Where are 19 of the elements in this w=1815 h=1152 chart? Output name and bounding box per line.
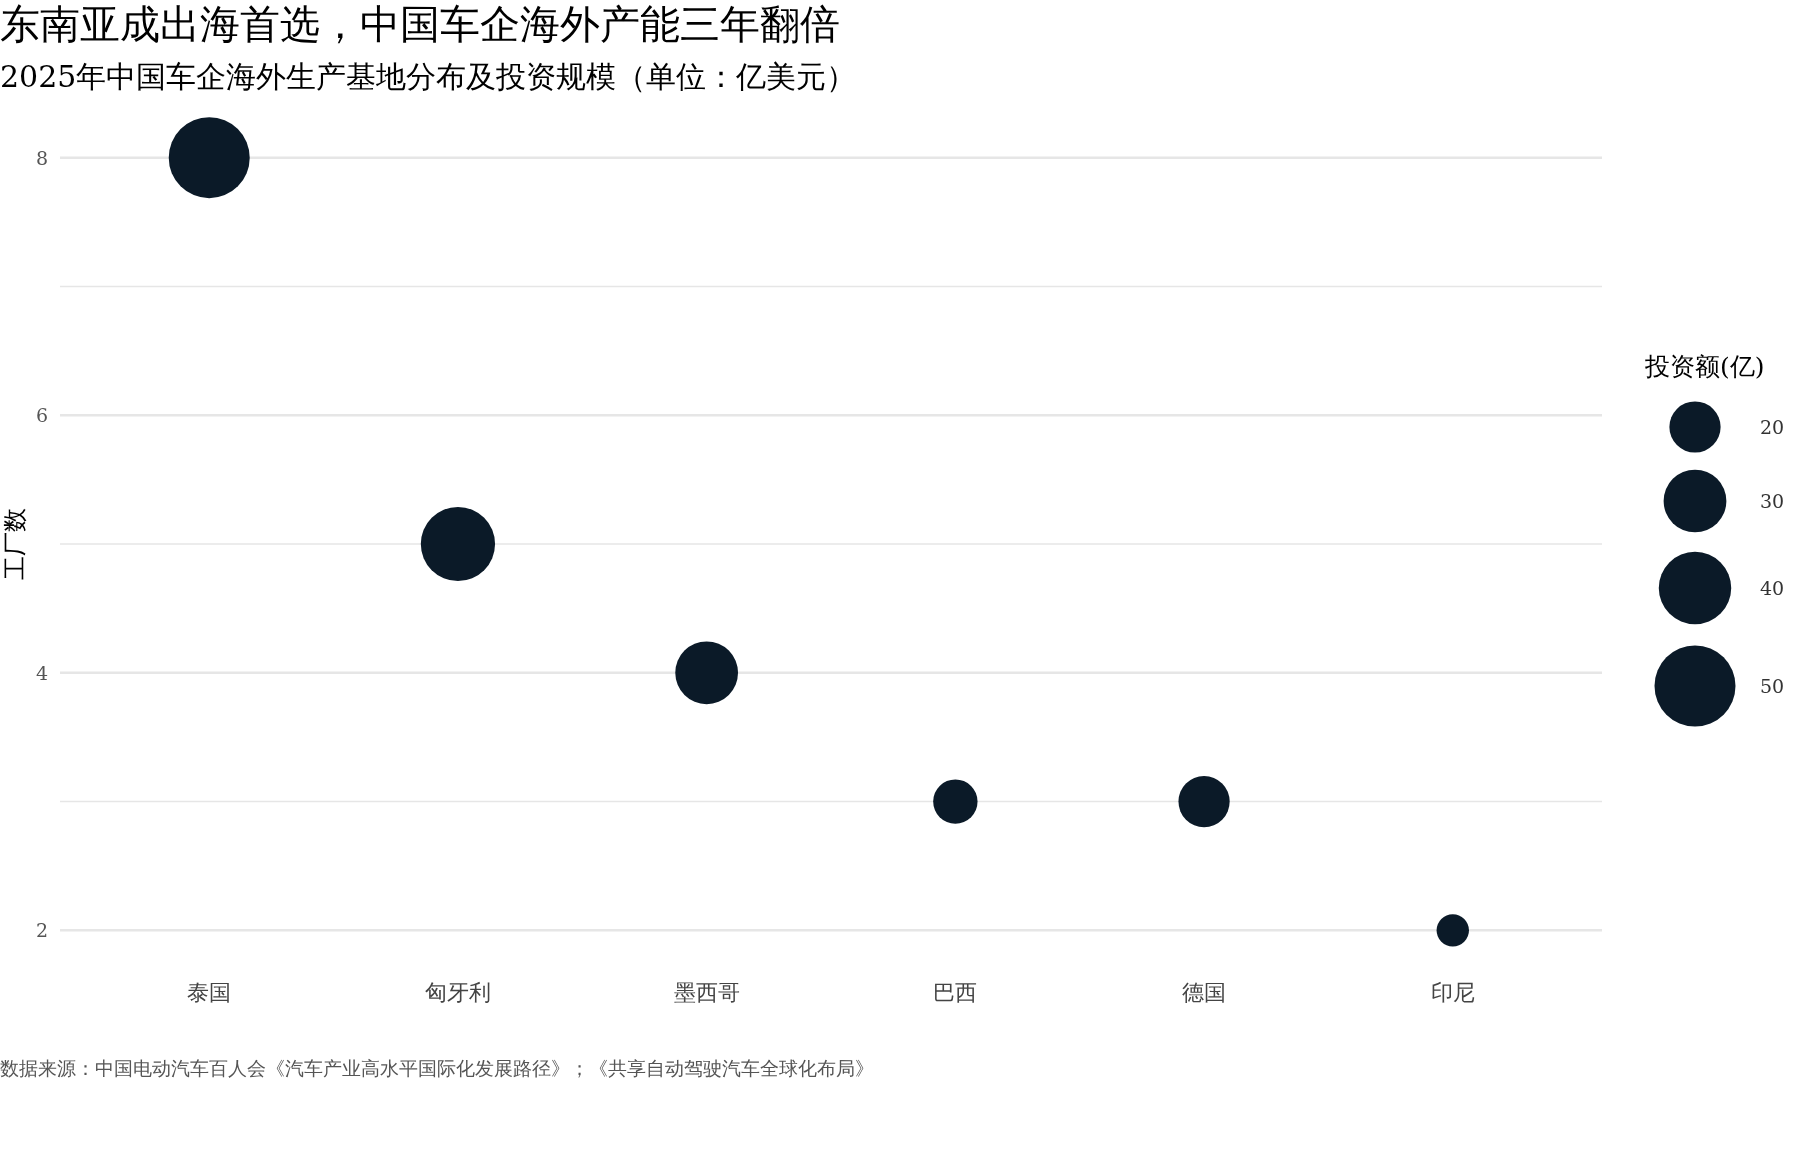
chart-title: 东南亚成出海首选，中国车企海外产能三年翻倍 [0,1,840,47]
legend-label: 50 [1760,675,1785,697]
x-tick-label: 巴西 [933,980,978,1005]
legend-title: 投资额(亿) [1644,352,1765,381]
x-tick-label: 德国 [1182,980,1227,1005]
source-note: 数据来源：中国电动汽车百人会《汽车产业高水平国际化发展路径》；《共享自动驾驶汽车全球化布局》 [0,1057,874,1079]
y-tick-label: 8 [35,146,48,169]
chart-subtitle: 2025年中国车企海外生产基地分布及投资规模（单位：亿美元） [0,59,857,94]
legend-label: 40 [1760,577,1785,599]
x-tick-label: 印尼 [1430,980,1475,1005]
y-tick-label: 4 [35,661,48,684]
legend-label: 20 [1760,416,1785,438]
x-tick-label: 匈牙利 [424,980,491,1005]
y-axis-title: 工厂数 [1,508,29,580]
x-tick-label: 泰国 [187,980,232,1005]
legend-label: 30 [1760,490,1785,512]
y-tick-label: 2 [35,919,48,942]
x-tick-label: 墨西哥 [673,980,740,1005]
y-tick-label: 6 [35,404,48,427]
